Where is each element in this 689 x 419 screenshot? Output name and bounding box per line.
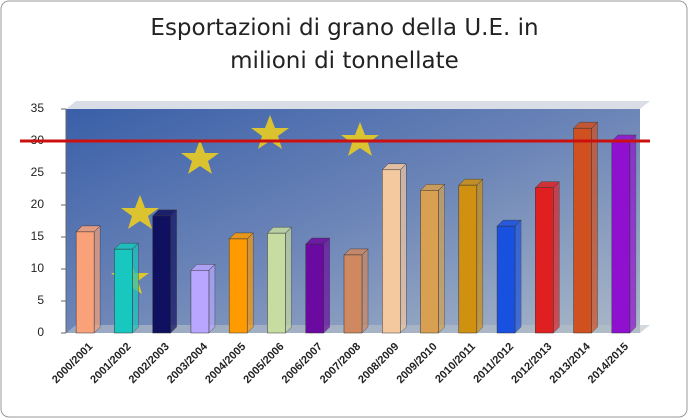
y-tick-label: 10 [31,261,45,275]
bar-side [170,209,177,334]
bar [382,169,401,334]
bar [267,232,286,334]
bar [611,140,631,334]
bar-side [400,163,407,334]
bar-side [629,134,637,334]
bar [190,270,210,334]
bar [152,215,171,334]
chart-title: Esportazioni di grano della U.E. in mili… [150,15,539,74]
plot-top [66,101,650,109]
y-tick-label: 15 [31,229,45,243]
bar [420,190,439,334]
bar-side [591,121,598,334]
bar-side [208,263,216,334]
bar-side [553,181,560,334]
bar-side [476,178,484,334]
y-tick-label: 25 [31,165,45,179]
y-tick-label: 35 [31,101,45,115]
bar-side [93,225,101,334]
bar-side [361,248,369,334]
bar-side [438,183,445,334]
bar-side [246,232,254,334]
bar-side [132,242,139,334]
bar [228,238,248,334]
bar [114,248,133,334]
bar [458,184,478,334]
y-tick-label: 0 [37,325,44,339]
bar-side [323,237,330,334]
bar [305,243,324,334]
bar [75,231,95,334]
bar-side [514,219,522,334]
y-tick-label: 20 [31,197,45,211]
bar [535,187,554,334]
bar [343,254,363,334]
bar-side [285,226,292,334]
bar [496,225,516,334]
y-tick-label: 5 [37,293,44,307]
bar [573,127,592,334]
